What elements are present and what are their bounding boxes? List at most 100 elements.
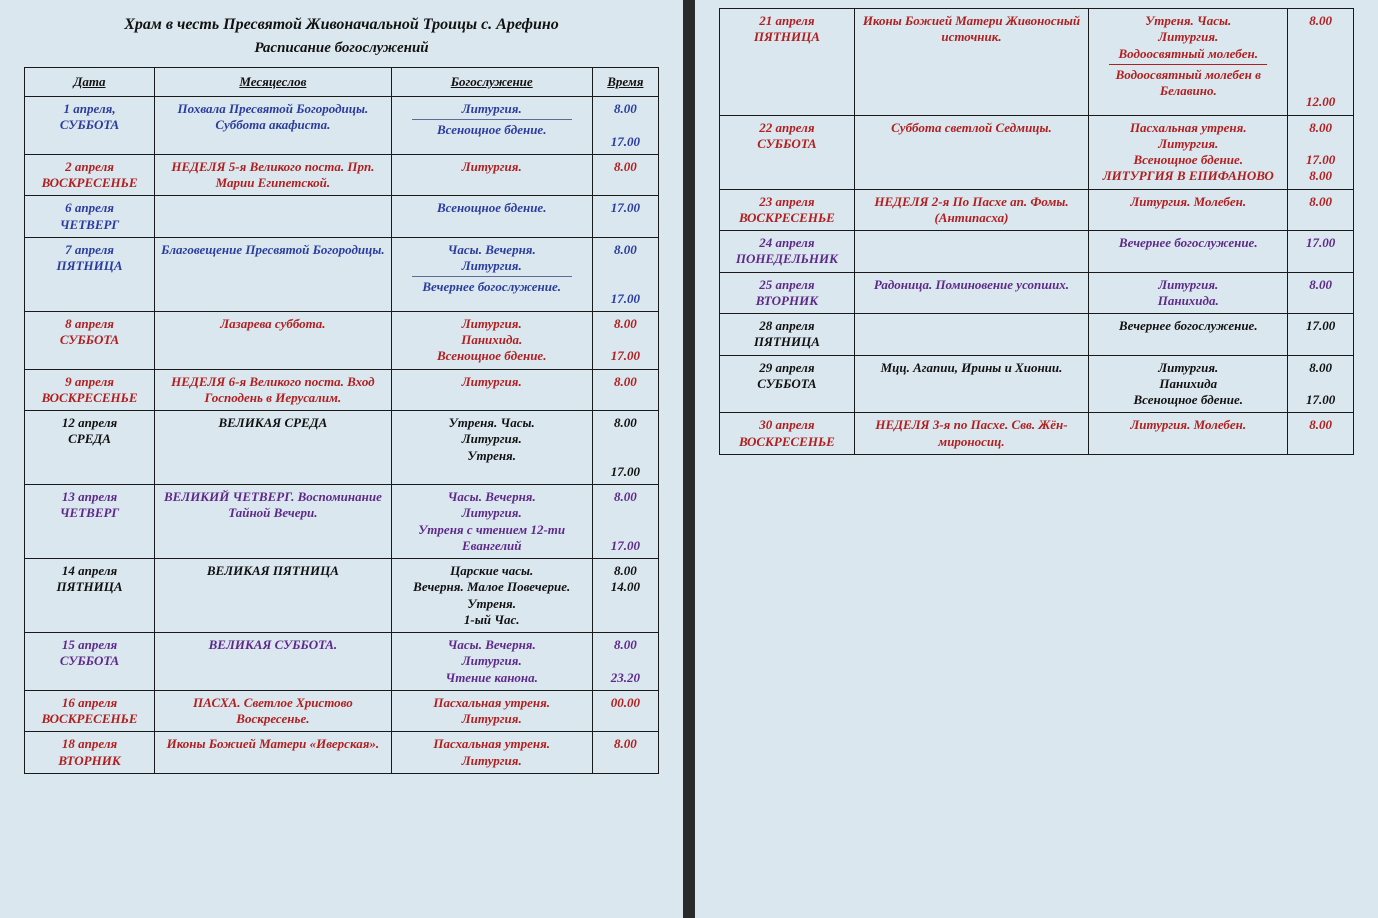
cell-feast: ВЕЛИКИЙ ЧЕТВЕРГ. Воспоминание Тайной Веч…: [155, 485, 392, 559]
cell-feast: [854, 314, 1088, 356]
cell-time: 8.00 17.00: [592, 311, 658, 369]
cell-service: Литургия. Молебен.: [1089, 189, 1288, 231]
cell-service: Литургия. Панихида.: [1089, 272, 1288, 314]
table-row: 30 апреля ВОСКРЕСЕНЬЕНЕДЕЛЯ 3-я по Пасхе…: [720, 413, 1354, 455]
cell-service: Царские часы. Вечерня. Малое Повечерие. …: [391, 559, 592, 633]
left-page: Храм в честь Пресвятой Живоначальной Тро…: [0, 0, 683, 918]
cell-time: 8.00: [1288, 189, 1354, 231]
cell-service: Литургия.: [391, 369, 592, 411]
table-row: 6 апреля ЧЕТВЕРГ Всенощное бдение.17.00: [25, 196, 659, 238]
cell-date: 7 апреля ПЯТНИЦА: [25, 237, 155, 311]
table-row: 13 апреля ЧЕТВЕРГВЕЛИКИЙ ЧЕТВЕРГ. Воспом…: [25, 485, 659, 559]
cell-time: 8.00 12.00: [1288, 9, 1354, 116]
cell-feast: [155, 196, 392, 238]
table-row: 24 апреля ПОНЕДЕЛЬНИКВечернее богослужен…: [720, 231, 1354, 273]
cell-time: 00.00: [592, 690, 658, 732]
cell-feast: Похвала Пресвятой Богородицы. Суббота ак…: [155, 97, 392, 155]
cell-time: 8.00 17.00: [1288, 355, 1354, 413]
cell-service: Всенощное бдение.: [391, 196, 592, 238]
cell-feast: НЕДЕЛЯ 3-я по Пасхе. Свв. Жён-мироносиц.: [854, 413, 1088, 455]
page-subtitle: Расписание богослужений: [24, 40, 659, 57]
cell-time: 8.00 17.00 8.00: [1288, 115, 1354, 189]
table-row: 15 апреля СУББОТАВЕЛИКАЯ СУББОТА.Часы. В…: [25, 633, 659, 691]
cell-time: 8.00 17.00: [592, 411, 658, 485]
cell-service: Литургия. Панихида Всенощное бдение.: [1089, 355, 1288, 413]
cell-service: Утреня. Часы. Литургия. Водоосвятный мол…: [1089, 9, 1288, 116]
cell-feast: Лазарева суббота.: [155, 311, 392, 369]
cell-service: Пасхальная утреня. Литургия.: [391, 732, 592, 774]
cell-date: 29 апреля СУББОТА: [720, 355, 855, 413]
table-row: 29 апреля СУББОТАМцц. Агапии, Ирины и Хи…: [720, 355, 1354, 413]
cell-date: 13 апреля ЧЕТВЕРГ: [25, 485, 155, 559]
cell-time: 8.00: [592, 154, 658, 196]
cell-date: 16 апреля ВОСКРЕСЕНЬЕ: [25, 690, 155, 732]
cell-service: Пасхальная утреня. Литургия.: [391, 690, 592, 732]
cell-time: 17.00: [592, 196, 658, 238]
page-title: Храм в честь Пресвятой Живоначальной Тро…: [24, 16, 659, 34]
cell-time: 8.00: [592, 732, 658, 774]
cell-feast: Суббота светлой Седмицы.: [854, 115, 1088, 189]
cell-service: Пасхальная утреня. Литургия. Всенощное б…: [1089, 115, 1288, 189]
table-row: 22 апреля СУББОТАСуббота светлой Седмицы…: [720, 115, 1354, 189]
table-row: 2 апреля ВОСКРЕСЕНЬЕНЕДЕЛЯ 5-я Великого …: [25, 154, 659, 196]
cell-date: 23 апреля ВОСКРЕСЕНЬЕ: [720, 189, 855, 231]
cell-feast: Благовещение Пресвятой Богородицы.: [155, 237, 392, 311]
cell-service: Литургия. Панихида. Всенощное бдение.: [391, 311, 592, 369]
cell-date: 15 апреля СУББОТА: [25, 633, 155, 691]
cell-service: Часы. Вечерня. Литургия. Утреня с чтение…: [391, 485, 592, 559]
cell-service: Вечернее богослужение.: [1089, 314, 1288, 356]
cell-date: 21 апреля ПЯТНИЦА: [720, 9, 855, 116]
page-divider: [683, 0, 695, 918]
cell-feast: Радоница. Поминовение усопших.: [854, 272, 1088, 314]
cell-feast: ВЕЛИКАЯ СУББОТА.: [155, 633, 392, 691]
table-row: 23 апреля ВОСКРЕСЕНЬЕНЕДЕЛЯ 2-я По Пасхе…: [720, 189, 1354, 231]
col-feast: Месяцеслов: [155, 68, 392, 97]
table-row: 21 апреля ПЯТНИЦАИконы Божией Матери Жив…: [720, 9, 1354, 116]
cell-time: 17.00: [1288, 314, 1354, 356]
cell-date: 6 апреля ЧЕТВЕРГ: [25, 196, 155, 238]
table-row: 16 апреля ВОСКРЕСЕНЬЕПАСХА. Светлое Хрис…: [25, 690, 659, 732]
cell-feast: Иконы Божией Матери Живоносный источник.: [854, 9, 1088, 116]
schedule-table-left: Дата Месяцеслов Богослужение Время 1 апр…: [24, 67, 659, 774]
col-date: Дата: [25, 68, 155, 97]
table-row: 18 апреля ВТОРНИКИконы Божией Матери «Ив…: [25, 732, 659, 774]
table-row: 8 апреля СУББОТАЛазарева суббота.Литурги…: [25, 311, 659, 369]
cell-date: 24 апреля ПОНЕДЕЛЬНИК: [720, 231, 855, 273]
cell-date: 22 апреля СУББОТА: [720, 115, 855, 189]
schedule-table-right: 21 апреля ПЯТНИЦАИконы Божией Матери Жив…: [719, 8, 1354, 455]
cell-time: 8.00 17.00: [592, 485, 658, 559]
cell-service: Литургия.: [391, 154, 592, 196]
cell-service: Утреня. Часы. Литургия. Утреня.: [391, 411, 592, 485]
cell-service: Литургия.Всенощное бдение.: [391, 97, 592, 155]
table-row: 28 апреля ПЯТНИЦА Вечернее богослужение.1…: [720, 314, 1354, 356]
cell-feast: ВЕЛИКАЯ ПЯТНИЦА: [155, 559, 392, 633]
cell-time: 17.00: [1288, 231, 1354, 273]
cell-date: 30 апреля ВОСКРЕСЕНЬЕ: [720, 413, 855, 455]
cell-feast: НЕДЕЛЯ 5-я Великого поста. Прп. Марии Ег…: [155, 154, 392, 196]
cell-date: 18 апреля ВТОРНИК: [25, 732, 155, 774]
cell-time: 8.00 14.00: [592, 559, 658, 633]
table-row: 14 апреля ПЯТНИЦАВЕЛИКАЯ ПЯТНИЦАЦарские …: [25, 559, 659, 633]
col-service: Богослужение: [391, 68, 592, 97]
cell-feast: Мцц. Агапии, Ирины и Хионии.: [854, 355, 1088, 413]
table-row: 12 апреля СРЕДАВЕЛИКАЯ СРЕДАУтреня. Часы…: [25, 411, 659, 485]
table-row: 25 апреля ВТОРНИКРадоница. Поминовение у…: [720, 272, 1354, 314]
cell-service: Литургия. Молебен.: [1089, 413, 1288, 455]
cell-time: 8.00: [1288, 272, 1354, 314]
cell-time: 8.00: [1288, 413, 1354, 455]
cell-date: 1 апреля, СУББОТА: [25, 97, 155, 155]
cell-date: 28 апреля ПЯТНИЦА: [720, 314, 855, 356]
table-row: 1 апреля, СУББОТАПохвала Пресвятой Богор…: [25, 97, 659, 155]
cell-feast: [854, 231, 1088, 273]
table-row: 9 апреля ВОСКРЕСЕНЬЕНЕДЕЛЯ 6-я Великого …: [25, 369, 659, 411]
cell-time: 8.00 17.00: [592, 237, 658, 311]
cell-service: Часы. Вечерня. Литургия.Вечернее богослу…: [391, 237, 592, 311]
cell-time: 8.00: [592, 369, 658, 411]
cell-feast: НЕДЕЛЯ 2-я По Пасхе ап. Фомы. (Антипасха…: [854, 189, 1088, 231]
cell-date: 14 апреля ПЯТНИЦА: [25, 559, 155, 633]
table-header-row: Дата Месяцеслов Богослужение Время: [25, 68, 659, 97]
cell-date: 25 апреля ВТОРНИК: [720, 272, 855, 314]
cell-date: 2 апреля ВОСКРЕСЕНЬЕ: [25, 154, 155, 196]
cell-date: 9 апреля ВОСКРЕСЕНЬЕ: [25, 369, 155, 411]
cell-date: 8 апреля СУББОТА: [25, 311, 155, 369]
